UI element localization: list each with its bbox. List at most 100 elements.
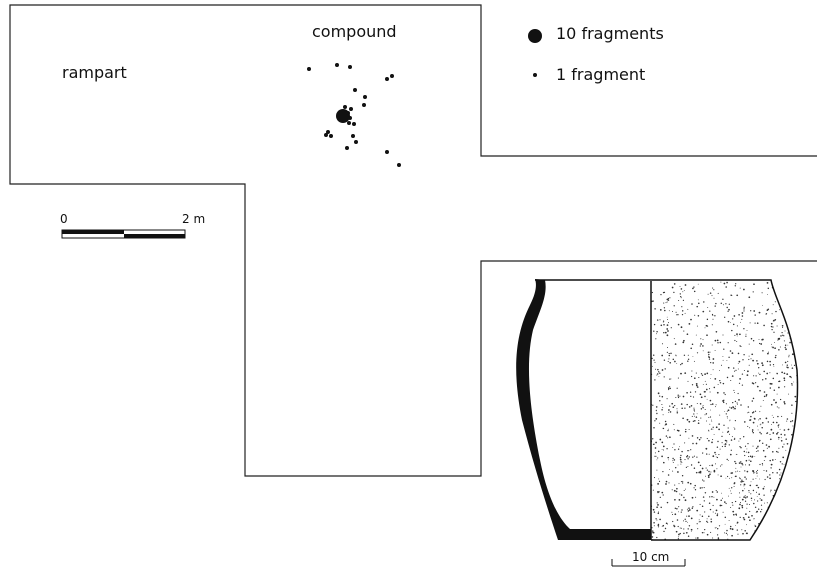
stipple-dot (771, 346, 773, 348)
stipple-dot (679, 457, 682, 459)
stipple-dot (796, 284, 798, 286)
stipple-dot (714, 378, 717, 380)
stipple-dot (712, 537, 714, 539)
find-dot (348, 116, 352, 120)
stipple-dot (662, 414, 664, 416)
stipple-dot (796, 484, 798, 487)
stipple-dot (661, 408, 663, 411)
stipple-dot (770, 516, 772, 518)
stipple-dot (711, 403, 714, 405)
stipple-dot (671, 402, 674, 405)
stipple-dot (749, 510, 751, 513)
stipple-dot (741, 312, 744, 314)
stipple-dot (706, 518, 708, 520)
stipple-dot (657, 450, 660, 453)
stipple-dot (720, 281, 722, 283)
stipple-dot (654, 379, 656, 381)
stipple-dot (696, 305, 698, 308)
stipple-dot (727, 475, 729, 478)
stipple-dot (658, 376, 660, 378)
stipple-dot (657, 491, 659, 494)
stipple-dot (739, 471, 741, 473)
stipple-dot (657, 392, 660, 395)
legend-symbol (533, 73, 537, 77)
stipple-dot (707, 307, 709, 308)
stipple-dot (759, 431, 761, 434)
stipple-dot (774, 533, 776, 535)
stipple-dot (716, 468, 718, 470)
stipple-dot (734, 437, 736, 439)
stipple-dot (680, 326, 683, 329)
stipple-dot (728, 487, 730, 489)
stipple-dot (757, 429, 759, 431)
stipple-dot (740, 404, 742, 406)
stipple-dot (656, 502, 658, 504)
stipple-dot (661, 369, 664, 371)
stipple-dot (683, 528, 685, 530)
stipple-dot (660, 293, 662, 296)
stipple-dot (759, 418, 761, 420)
stipple-dot (702, 310, 705, 313)
stipple-dot (777, 337, 780, 340)
stipple-dot (677, 377, 679, 379)
stipple-dot (702, 345, 704, 347)
stipple-dot (673, 423, 675, 425)
stipple-dot (710, 362, 712, 364)
stipple-dot (770, 325, 773, 328)
stipple-dot (723, 399, 725, 401)
stipple-dot (726, 431, 729, 433)
stipple-dot (708, 356, 711, 359)
stipple-dot (774, 540, 775, 541)
stipple-dot (773, 507, 775, 509)
stipple-dot (743, 518, 746, 521)
find-dot (385, 77, 389, 81)
stipple-dot (716, 498, 718, 501)
stipple-dot (754, 525, 757, 527)
stipple-dot (669, 411, 672, 413)
stipple-dot (692, 287, 694, 290)
stipple-dot (678, 511, 680, 513)
stipple-dot (712, 426, 714, 428)
stipple-dot (715, 426, 718, 429)
stipple-dot (657, 512, 660, 515)
stipple-dot (673, 490, 675, 492)
stipple-dot (744, 445, 747, 447)
stipple-dot (688, 406, 691, 408)
stipple-dot (751, 382, 754, 384)
stipple-dot (663, 324, 665, 326)
stipple-dot (784, 330, 786, 332)
stipple-dot (712, 369, 714, 371)
stipple-dot (779, 490, 782, 492)
stipple-dot (659, 496, 661, 499)
stipple-dot (676, 387, 678, 389)
stipple-dot (686, 515, 688, 517)
stipple-dot (737, 362, 739, 364)
find-dot (343, 105, 347, 109)
stipple-dot (734, 420, 736, 422)
stipple-dot (669, 405, 671, 407)
stipple-dot (680, 372, 682, 375)
stipple-dot (713, 496, 715, 498)
stipple-dot (741, 384, 744, 386)
stipple-dot (680, 288, 683, 290)
stipple-dot (761, 427, 763, 429)
stipple-dot (714, 339, 717, 342)
stipple-dot (716, 534, 719, 536)
stipple-dot (674, 513, 677, 516)
stipple-dot (748, 411, 750, 413)
stipple-dot (785, 449, 787, 451)
stipple-dot (733, 392, 735, 394)
vessel-section (516, 279, 651, 540)
scale-label: 2 m (182, 212, 205, 226)
stipple-dot (693, 415, 695, 417)
stipple-dot (758, 338, 760, 340)
stipple-dot (731, 329, 733, 332)
stipple-dot (723, 282, 726, 285)
stipple-dot (661, 491, 664, 494)
stipple-dot (725, 413, 727, 415)
legend-symbol (528, 29, 542, 43)
stipple-dot (716, 514, 719, 517)
stipple-dot (667, 360, 669, 362)
stipple-dot (687, 354, 689, 356)
stipple-dot (752, 445, 754, 447)
